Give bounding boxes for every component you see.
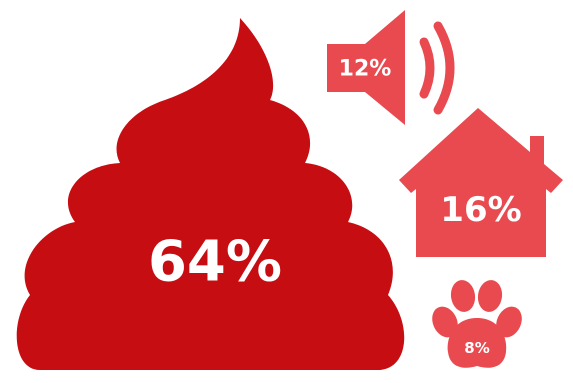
speaker-icon: 12% xyxy=(327,10,455,125)
poop-value: 64% xyxy=(148,230,282,295)
house-shape xyxy=(399,108,563,257)
paw-pad xyxy=(447,318,507,368)
speaker-wave-small xyxy=(419,37,435,99)
paw-toe xyxy=(450,280,476,312)
house-value: 16% xyxy=(440,190,521,230)
paw-toe xyxy=(496,306,522,338)
house-icon: 16% xyxy=(399,108,563,257)
speaker-wave-large xyxy=(433,21,455,115)
poop-shape xyxy=(16,18,405,370)
poop-icon: 64% xyxy=(16,18,405,370)
speaker-body xyxy=(327,10,405,125)
paw-icon: 8% xyxy=(432,280,522,368)
speaker-value: 12% xyxy=(339,57,392,82)
paw-toe xyxy=(477,280,503,312)
paw-value: 8% xyxy=(464,339,489,357)
paw-toe xyxy=(432,306,458,338)
